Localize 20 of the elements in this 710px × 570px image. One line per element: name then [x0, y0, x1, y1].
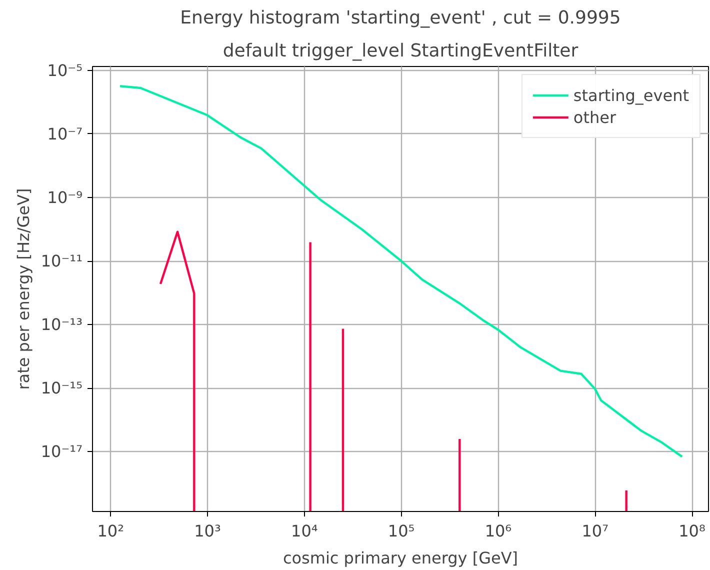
- y-tick-label: 10⁻⁹: [47, 188, 82, 207]
- x-tick-label: 10⁸: [678, 522, 706, 540]
- legend-label: other: [573, 108, 616, 126]
- legend-label: starting_event: [573, 86, 689, 104]
- y-tick-label: 10⁻¹¹: [40, 252, 83, 271]
- chart-subtitle: default trigger_level StartingEventFilter: [222, 40, 579, 62]
- x-tick-label: 10⁶: [484, 522, 512, 540]
- y-tick-label: 10⁻¹⁷: [40, 442, 83, 462]
- y-tick-label: 10⁻¹³: [40, 315, 83, 334]
- x-tick-label: 10³: [194, 522, 221, 540]
- y-tick-label: 10⁻⁵: [47, 60, 82, 80]
- x-tick-label: 10⁴: [291, 522, 318, 540]
- x-tick-label: 10⁵: [388, 522, 415, 540]
- x-tick-label: 10⁷: [582, 522, 608, 540]
- y-tick-label: 10⁻¹⁵: [40, 378, 83, 398]
- y-tick-label: 10⁻⁷: [47, 124, 82, 144]
- chart-title: Energy histogram 'starting_event' , cut = 0.9995: [180, 8, 621, 28]
- x-tick-label: 10²: [97, 522, 124, 540]
- x-axis-title: cosmic primary energy [GeV]: [282, 548, 518, 568]
- y-axis-title: rate per energy [Hz/GeV]: [14, 188, 33, 390]
